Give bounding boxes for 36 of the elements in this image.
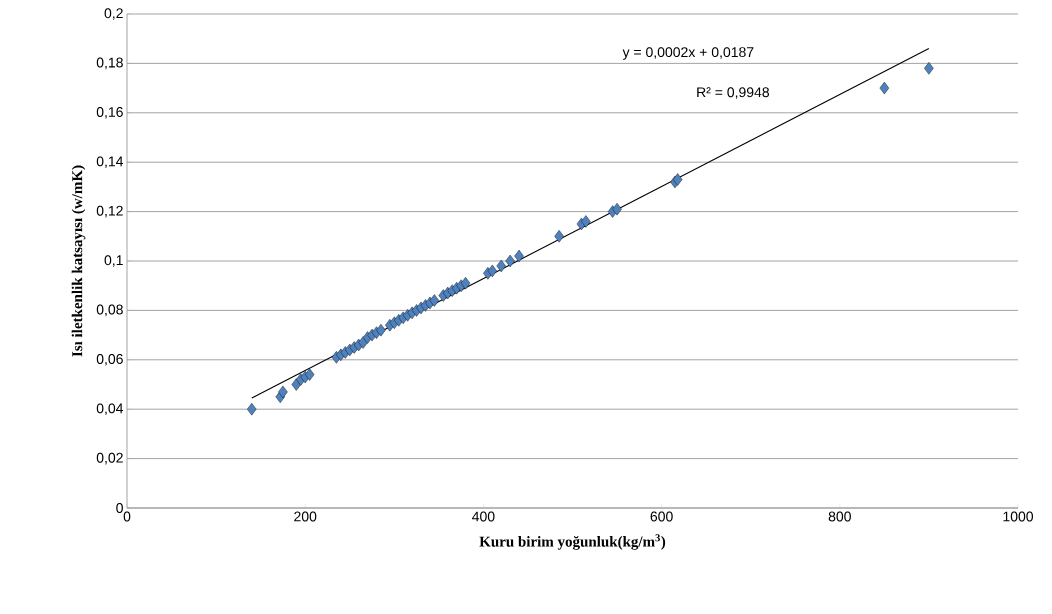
y-tick-label: 0,18 <box>96 57 123 70</box>
point <box>487 264 498 278</box>
x-tick-label: 200 <box>294 511 317 522</box>
y-tick-label: 0,08 <box>96 304 123 317</box>
y-tick-label: 0 <box>116 503 123 513</box>
y-tick-label: 0,16 <box>96 107 123 119</box>
x-tick-label: 1000 <box>1003 511 1034 522</box>
point <box>429 294 440 307</box>
y-axis-title: Isı iletkenlik katsayısı (w/mK) <box>71 165 86 357</box>
y-tick-label: 0,2 <box>104 8 123 20</box>
y-tick-label: 0,04 <box>96 403 124 415</box>
y-tick-label: 0,12 <box>96 205 123 218</box>
y-tick-label: 0,1 <box>104 255 123 267</box>
point <box>496 259 506 273</box>
y-tick-label: 0,14 <box>96 156 124 168</box>
x-axis-title: Kuru birim yoğunluk(kg/m$^{3}$) <box>479 534 666 550</box>
point <box>924 62 934 75</box>
x-tick-label: 400 <box>472 511 495 522</box>
point <box>581 215 591 228</box>
point <box>554 230 564 243</box>
x-tick-label: 0 <box>123 511 131 522</box>
point <box>879 81 890 95</box>
point <box>460 277 471 290</box>
annotation: y = 0,0002x + 0,0187 <box>622 47 754 60</box>
x-tick-label: 600 <box>650 511 673 522</box>
point <box>247 403 257 416</box>
annotation: R² = 0,9948 <box>697 87 770 99</box>
x-tick-label: 800 <box>828 511 851 522</box>
y-tick-label: 0,02 <box>96 452 123 465</box>
point <box>304 368 315 381</box>
point <box>612 202 622 216</box>
point <box>505 254 515 268</box>
point <box>514 249 524 263</box>
point <box>376 323 386 337</box>
y-tick-label: 0,06 <box>96 354 123 366</box>
point <box>278 385 288 399</box>
